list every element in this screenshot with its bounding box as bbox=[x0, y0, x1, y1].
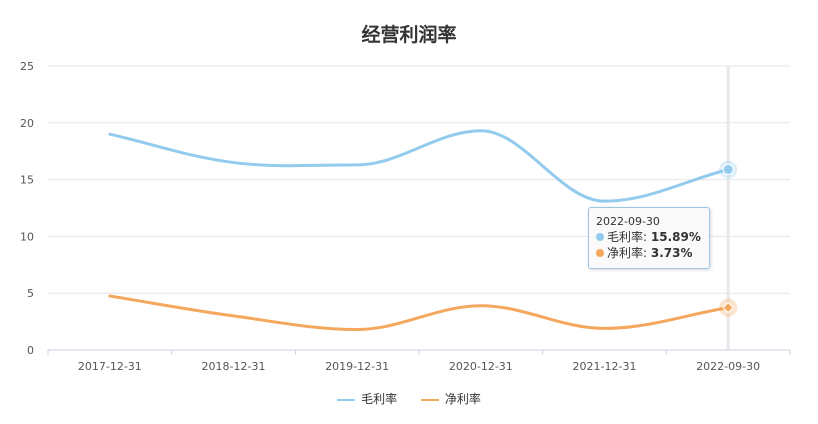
x-tick-label: 2022-09-30 bbox=[696, 360, 760, 373]
y-tick-label: 10 bbox=[20, 230, 34, 243]
legend-line-icon bbox=[337, 398, 356, 401]
tooltip-date: 2022-09-30 bbox=[596, 215, 660, 228]
tooltip-label: 净利率 bbox=[607, 246, 644, 260]
data-tooltip: 2022-09-30 毛利率: 15.89% 净利率: 3.73% bbox=[588, 207, 710, 269]
chart-legend: 毛利率 净利率 bbox=[0, 390, 818, 407]
y-tick-label: 15 bbox=[20, 174, 34, 187]
series-dot-icon bbox=[596, 249, 604, 257]
series-line bbox=[108, 294, 730, 332]
legend-item-net-margin[interactable]: 净利率 bbox=[420, 390, 481, 407]
x-tick-label: 2017-12-31 bbox=[78, 360, 142, 373]
legend-label: 毛利率 bbox=[361, 392, 398, 406]
tooltip-row-gross-margin: 毛利率: 15.89% bbox=[596, 229, 702, 245]
tooltip-label: 毛利率 bbox=[607, 230, 644, 244]
legend-line-icon bbox=[420, 398, 439, 401]
series-dot-icon bbox=[596, 233, 604, 241]
x-tick-label: 2019-12-31 bbox=[325, 360, 389, 373]
x-tick-label: 2020-12-31 bbox=[449, 360, 513, 373]
tooltip-value: 15.89% bbox=[650, 230, 701, 244]
chart-title: 经营利润率 bbox=[361, 24, 457, 46]
series-line bbox=[108, 129, 730, 203]
y-tick-label: 25 bbox=[20, 60, 34, 73]
highlighted-point bbox=[722, 301, 734, 314]
legend-item-gross-margin[interactable]: 毛利率 bbox=[337, 390, 397, 407]
y-tick-label: 0 bbox=[27, 344, 34, 357]
x-tick-label: 2018-12-31 bbox=[202, 360, 266, 373]
legend-label: 净利率 bbox=[444, 392, 481, 406]
x-tick-label: 2021-12-31 bbox=[573, 360, 637, 373]
y-tick-label: 5 bbox=[27, 287, 34, 300]
tooltip-row-net-margin: 净利率: 3.73% bbox=[596, 245, 702, 261]
tooltip-value: 3.73% bbox=[650, 246, 693, 260]
y-tick-label: 20 bbox=[20, 117, 34, 130]
highlighted-point bbox=[722, 163, 734, 175]
